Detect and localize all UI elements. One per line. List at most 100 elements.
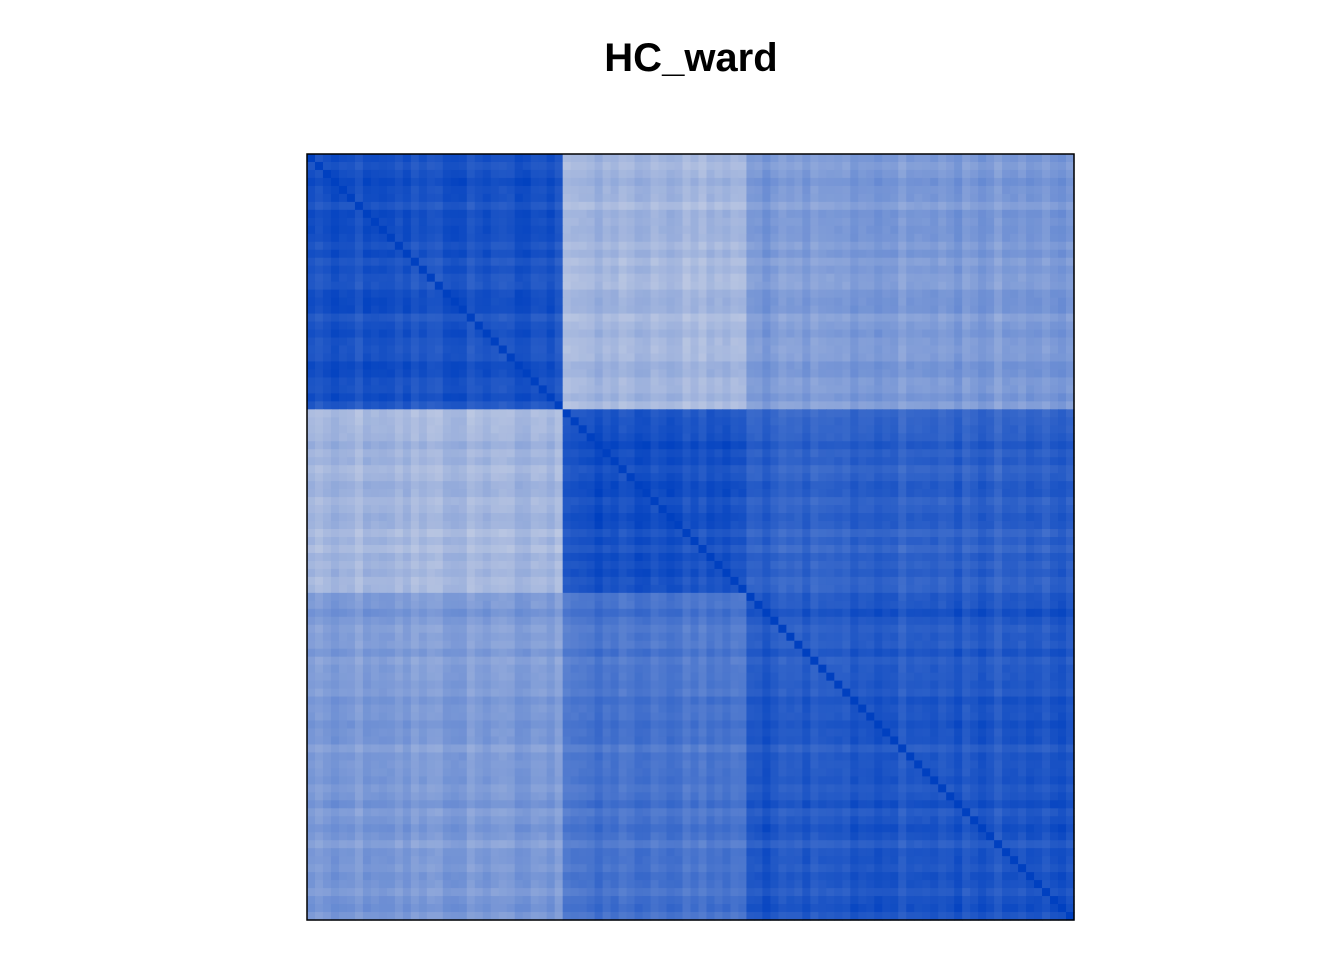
heatmap-cell (914, 377, 923, 386)
heatmap-cell (402, 449, 412, 458)
heatmap-cell (490, 489, 500, 498)
heatmap-cell (978, 409, 987, 418)
heatmap-cell (482, 217, 492, 227)
heatmap-cell (754, 161, 764, 171)
heatmap-cell (810, 385, 819, 394)
heatmap-cell (514, 385, 524, 394)
heatmap-cell (506, 281, 516, 291)
heatmap-cell (674, 513, 684, 522)
heatmap-cell (498, 193, 508, 203)
heatmap-cell (626, 401, 636, 410)
heatmap-cell (882, 217, 891, 227)
heatmap-cell (514, 193, 524, 203)
heatmap-cell (330, 241, 340, 251)
heatmap-cell (834, 544, 843, 554)
heatmap-cell (682, 473, 692, 482)
heatmap-cell (386, 409, 396, 418)
heatmap-cell (522, 544, 532, 554)
heatmap-cell (970, 457, 979, 466)
heatmap-cell (930, 313, 939, 323)
heatmap-cell (442, 457, 452, 466)
heatmap-cell (962, 241, 971, 251)
heatmap-cell (394, 441, 404, 450)
heatmap-cell (474, 457, 484, 466)
heatmap-cell (522, 209, 532, 219)
heatmap-cell (450, 385, 460, 394)
heatmap-cell (426, 409, 436, 418)
heatmap-cell (450, 169, 460, 179)
heatmap-cell (394, 560, 404, 570)
heatmap-cell (610, 257, 620, 267)
heatmap-cell (370, 289, 380, 299)
heatmap-cell (610, 513, 620, 522)
heatmap-cell (538, 473, 548, 482)
heatmap-cell (307, 313, 316, 323)
heatmap-cell (594, 537, 604, 546)
heatmap-cell (754, 537, 764, 546)
heatmap-cell (642, 393, 652, 402)
heatmap-cell (866, 377, 875, 386)
heatmap-cell (850, 393, 859, 402)
heatmap-cell (994, 345, 1003, 355)
heatmap-cell (722, 249, 732, 259)
heatmap-cell (570, 241, 580, 251)
heatmap-cell (530, 201, 540, 211)
heatmap-cell (322, 505, 332, 514)
heatmap-cell (538, 257, 548, 267)
heatmap-cell (658, 161, 668, 171)
heatmap-cell (1058, 161, 1067, 171)
heatmap-cell (562, 457, 572, 466)
heatmap-cell (834, 233, 843, 243)
heatmap-cell (354, 552, 364, 562)
heatmap-cell (898, 409, 907, 418)
heatmap-cell (426, 169, 436, 179)
heatmap-cell (450, 497, 460, 506)
heatmap-cell (378, 193, 388, 203)
heatmap-cell (562, 521, 572, 530)
heatmap-cell (562, 154, 572, 163)
heatmap-cell (594, 177, 604, 187)
heatmap-cell (906, 289, 915, 299)
heatmap-cell (866, 457, 875, 466)
heatmap-cell (714, 552, 724, 562)
heatmap-cell (770, 505, 779, 514)
heatmap-cell (706, 297, 716, 307)
heatmap-cell (666, 441, 676, 450)
heatmap-cell (786, 513, 795, 522)
heatmap-cell (890, 345, 899, 355)
heatmap-cell (626, 177, 636, 187)
heatmap-cell (1058, 497, 1067, 506)
heatmap-cell (834, 552, 843, 562)
heatmap-cell (450, 505, 460, 514)
heatmap-cell (778, 457, 787, 466)
heatmap-cell (762, 377, 771, 386)
heatmap-cell (810, 169, 819, 179)
heatmap-cell (490, 265, 500, 275)
heatmap-cell (698, 433, 708, 442)
heatmap-cell (378, 465, 388, 474)
heatmap-cell (834, 393, 843, 402)
heatmap-cell (1050, 449, 1059, 458)
heatmap-cell (330, 505, 340, 514)
heatmap-cell (714, 393, 724, 402)
heatmap-cell (586, 537, 596, 546)
heatmap-cell (506, 361, 516, 371)
heatmap-cell (762, 473, 771, 482)
heatmap-cell (1042, 401, 1051, 410)
heatmap-cell (1058, 425, 1067, 434)
heatmap-cell (986, 345, 995, 355)
heatmap-cell (754, 289, 764, 299)
heatmap-cell (762, 497, 771, 506)
heatmap-cell (938, 449, 947, 458)
heatmap-cell (610, 169, 620, 179)
heatmap-cell (962, 185, 971, 195)
heatmap-cell (778, 537, 787, 546)
heatmap-cell (498, 544, 508, 554)
heatmap-cell (746, 241, 756, 251)
heatmap-cell (642, 297, 652, 307)
heatmap-cell (1026, 305, 1035, 315)
heatmap-cell (730, 201, 740, 211)
heatmap-cell (826, 265, 835, 275)
heatmap-cell (1026, 417, 1035, 426)
heatmap-cell (770, 401, 779, 410)
